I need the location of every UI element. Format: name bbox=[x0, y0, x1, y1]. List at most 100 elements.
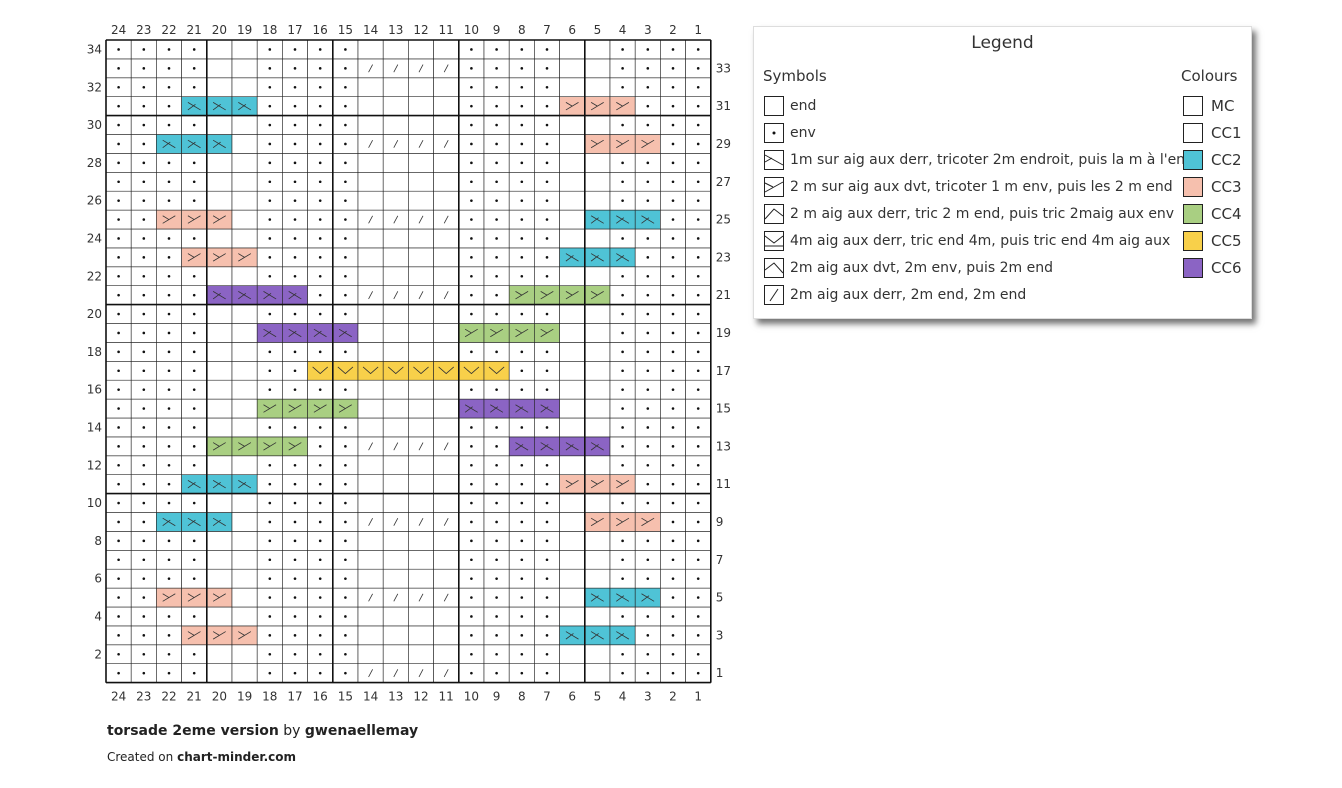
cable-symbol bbox=[187, 102, 201, 111]
legend-colour-label: CC6 bbox=[1211, 258, 1242, 277]
chart-cell bbox=[408, 304, 434, 324]
purl-dot bbox=[520, 85, 524, 89]
purl-dot bbox=[545, 615, 549, 618]
chart-cell bbox=[584, 266, 611, 286]
purl-dot bbox=[318, 218, 322, 221]
column-number-top: 11 bbox=[439, 23, 454, 37]
chart-cell bbox=[231, 531, 258, 551]
chart-cell bbox=[357, 625, 384, 646]
slash-symbol bbox=[443, 215, 449, 224]
purl-dot bbox=[495, 199, 498, 202]
purl-dot bbox=[696, 615, 700, 618]
symbols-heading: Symbols bbox=[763, 67, 827, 85]
purl-dot bbox=[520, 142, 524, 146]
chart-cell bbox=[584, 304, 611, 324]
cable-4x4-icon bbox=[764, 230, 784, 251]
purl-dot bbox=[495, 558, 498, 562]
purl-dot bbox=[117, 388, 120, 391]
slash-symbol bbox=[443, 669, 449, 678]
cable-symbol bbox=[488, 366, 505, 375]
purl-dot bbox=[671, 274, 675, 278]
site-link[interactable]: chart-minder.com bbox=[177, 750, 296, 764]
chart-cell bbox=[357, 398, 384, 419]
purl-dot bbox=[495, 634, 498, 637]
purl-dot bbox=[671, 482, 675, 486]
chart-cell bbox=[357, 379, 384, 400]
purl-dot bbox=[520, 615, 524, 618]
purl-dot bbox=[344, 237, 347, 240]
purl-dot bbox=[520, 520, 524, 524]
purl-dot bbox=[545, 274, 549, 278]
cable-symbol bbox=[616, 255, 625, 262]
chart-cell bbox=[408, 493, 434, 513]
purl-dot bbox=[268, 274, 272, 278]
purl-dot bbox=[268, 671, 272, 675]
purl-dot bbox=[646, 104, 650, 108]
chart-cell bbox=[382, 323, 409, 343]
purl-dot bbox=[646, 293, 650, 297]
purl-dot bbox=[470, 652, 473, 656]
cable-symbol bbox=[212, 103, 221, 111]
chart-cell bbox=[382, 304, 409, 324]
purl-dot bbox=[470, 482, 473, 486]
purl-dot bbox=[268, 312, 272, 316]
purl-dot bbox=[545, 237, 549, 240]
row-number-left: 14 bbox=[87, 420, 102, 434]
purl-dot bbox=[470, 671, 473, 675]
purl-dot bbox=[318, 501, 322, 505]
chart-cell bbox=[382, 172, 409, 192]
purl-dot bbox=[268, 199, 272, 202]
purl-dot bbox=[293, 312, 297, 316]
purl-dot bbox=[671, 652, 675, 656]
purl-dot bbox=[167, 256, 171, 259]
purl-dot bbox=[142, 426, 146, 429]
purl-dot bbox=[268, 48, 272, 51]
purl-dot bbox=[142, 671, 146, 675]
purl-dot bbox=[142, 237, 146, 240]
purl-dot bbox=[495, 388, 498, 391]
purl-dot bbox=[142, 161, 146, 165]
purl-dot bbox=[268, 388, 272, 391]
cable-symbol bbox=[238, 442, 245, 447]
purl-dot bbox=[293, 123, 297, 127]
purl-dot bbox=[696, 539, 700, 543]
purl-dot bbox=[621, 671, 624, 675]
purl-dot bbox=[621, 350, 624, 354]
purl-dot bbox=[117, 652, 120, 656]
chart-cell bbox=[559, 379, 586, 400]
purl-dot bbox=[696, 293, 700, 297]
purl-dot bbox=[696, 463, 700, 467]
chart-cell bbox=[357, 153, 384, 173]
purl-dot bbox=[142, 48, 146, 51]
cable-right-1-icon bbox=[764, 176, 784, 197]
purl-dot bbox=[671, 671, 675, 675]
chart-cell bbox=[206, 549, 233, 570]
column-number-bottom: 22 bbox=[161, 690, 176, 704]
chart-cell bbox=[231, 58, 258, 79]
purl-dot bbox=[142, 558, 146, 562]
colour-swatch bbox=[1183, 176, 1203, 197]
purl-dot bbox=[646, 48, 650, 51]
purl-dot bbox=[268, 652, 272, 656]
cable-symbol bbox=[540, 406, 549, 413]
purl-dot bbox=[142, 615, 146, 618]
purl-dot bbox=[696, 388, 700, 391]
chart-cell bbox=[382, 342, 409, 362]
chart-cell bbox=[357, 549, 384, 570]
purl-dot bbox=[117, 104, 120, 108]
chart-cell bbox=[559, 153, 586, 173]
pattern-credit: torsade 2eme version by gwenaellemay bbox=[107, 723, 418, 739]
cable-symbol bbox=[212, 292, 221, 300]
chart-cell bbox=[559, 493, 586, 513]
purl-dot bbox=[470, 48, 473, 51]
chart-cell bbox=[382, 77, 409, 98]
chart-cell bbox=[433, 39, 460, 60]
cable-symbol bbox=[540, 442, 554, 451]
cable-symbol bbox=[212, 215, 220, 220]
column-number-bottom: 5 bbox=[594, 690, 602, 704]
purl-dot bbox=[293, 274, 297, 278]
purl-dot bbox=[545, 501, 549, 505]
purl-dot bbox=[495, 85, 498, 89]
chart-cell bbox=[433, 493, 460, 513]
purl-dot bbox=[167, 369, 171, 373]
